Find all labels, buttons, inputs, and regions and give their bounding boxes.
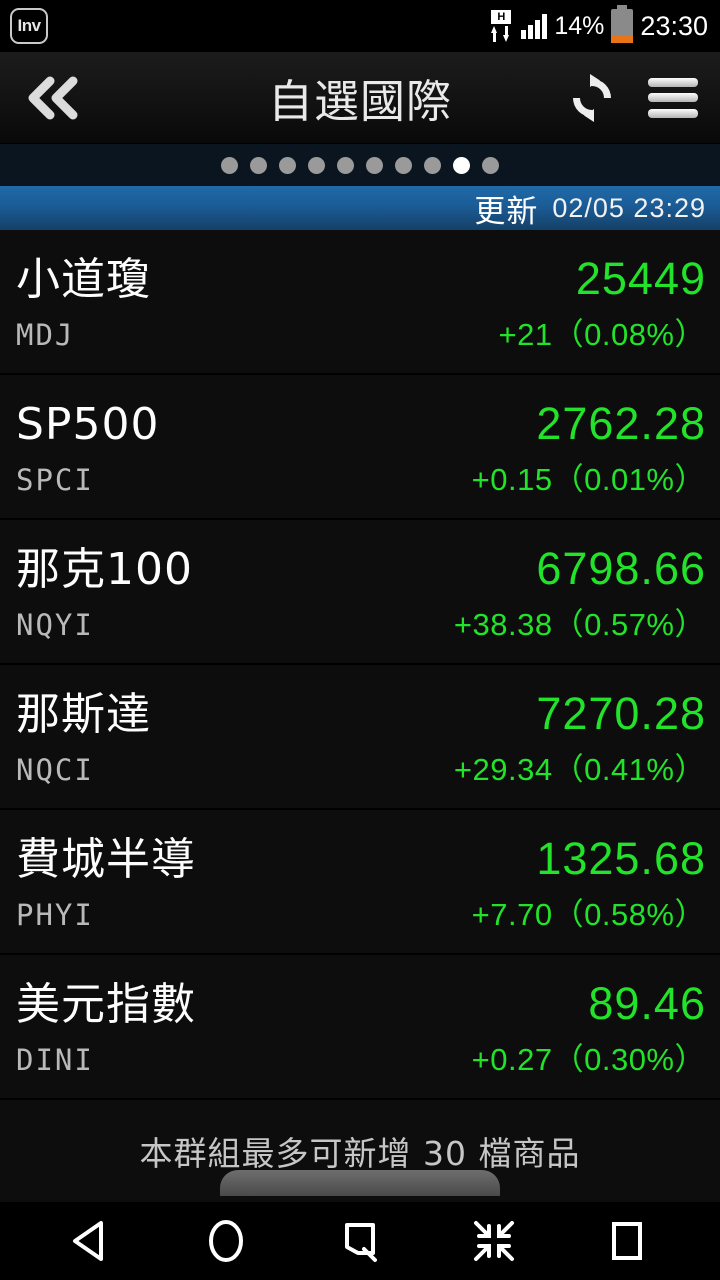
inv-app-icon: Inv [10, 8, 48, 44]
quote-list: 小道瓊 25449 MDJ +21（0.08%） SP500 2762.28 SPCI +0.… [0, 230, 720, 1100]
page-dot[interactable] [250, 156, 267, 174]
page-dot[interactable] [424, 156, 441, 174]
add-item-button[interactable] [220, 1170, 500, 1196]
quote-price: 6798.66 [536, 542, 706, 594]
status-bar-right: H 14% 23:30 [488, 5, 708, 43]
page-dot[interactable] [366, 156, 383, 174]
shrink-screen-nav-icon[interactable] [457, 1211, 531, 1271]
square-nav-icon[interactable] [590, 1211, 664, 1271]
list-footer: 本群組最多可新增 30 檔商品 [0, 1100, 720, 1202]
update-bar: 更新 02/05 23:29 [0, 186, 720, 230]
signal-bars-icon [521, 13, 548, 39]
page-dot[interactable] [337, 156, 354, 174]
quote-symbol: SPCI [16, 463, 94, 498]
title-bar-actions [566, 72, 698, 124]
quote-row[interactable]: SP500 2762.28 SPCI +0.15（0.01%） [0, 375, 720, 520]
quote-row[interactable]: 小道瓊 25449 MDJ +21（0.08%） [0, 230, 720, 375]
quote-price: 1325.68 [536, 832, 706, 884]
quote-change: +29.34（0.41%） [453, 752, 706, 788]
page-dot[interactable] [308, 156, 325, 174]
quote-row[interactable]: 美元指數 89.46 DINI +0.27（0.30%） [0, 955, 720, 1100]
quote-change: +38.38（0.57%） [453, 607, 706, 643]
quote-price: 25449 [575, 252, 706, 304]
quote-price: 2762.28 [536, 397, 706, 449]
app-title-bar: 自選國際 [0, 52, 720, 144]
quote-price: 7270.28 [536, 687, 706, 739]
quote-price: 89.46 [588, 977, 706, 1029]
quote-change: +0.15（0.01%） [471, 462, 706, 498]
quote-row[interactable]: 那斯達 7270.28 NQCI +29.34（0.41%） [0, 665, 720, 810]
quote-name: SP500 [16, 398, 160, 450]
quote-name: 小道瓊 [16, 253, 151, 305]
status-bar: Inv H 14% 23:30 [0, 0, 720, 52]
status-clock: 23:30 [640, 10, 708, 41]
refresh-icon[interactable] [566, 72, 618, 124]
back-nav-icon[interactable] [56, 1211, 130, 1271]
quote-symbol: MDJ [16, 318, 75, 353]
quote-symbol: PHYI [16, 898, 94, 933]
page-dot[interactable] [453, 156, 470, 174]
quote-change: +21（0.08%） [498, 317, 706, 353]
quote-change: +0.27（0.30%） [471, 1042, 706, 1078]
back-button[interactable] [22, 67, 86, 129]
page-indicator[interactable] [0, 144, 720, 186]
recents-search-nav-icon[interactable] [323, 1211, 397, 1271]
android-nav-bar [0, 1202, 720, 1280]
quote-row[interactable]: 那克100 6798.66 NQYI +38.38（0.57%） [0, 520, 720, 665]
quote-name: 費城半導 [16, 833, 196, 885]
quote-change: +7.70（0.58%） [471, 897, 706, 933]
quote-name: 美元指數 [16, 978, 196, 1030]
quote-symbol: NQCI [16, 753, 94, 788]
update-label: 更新 [474, 193, 539, 230]
group-capacity-note: 本群組最多可新增 30 檔商品 [139, 1134, 581, 1173]
quote-name: 那斯達 [16, 688, 151, 740]
page-dot[interactable] [395, 156, 412, 174]
quote-symbol: DINI [16, 1043, 94, 1078]
quote-symbol: NQYI [16, 608, 94, 643]
network-type-label: H [491, 10, 512, 24]
page-dot[interactable] [482, 156, 499, 174]
home-nav-icon[interactable] [189, 1211, 263, 1271]
quote-row[interactable]: 費城半導 1325.68 PHYI +7.70（0.58%） [0, 810, 720, 955]
battery-percent-label: 14% [554, 11, 605, 40]
page-dot[interactable] [221, 156, 238, 174]
hspa-data-icon: H [488, 10, 514, 42]
hamburger-menu-icon[interactable] [648, 77, 698, 118]
battery-icon [611, 5, 634, 43]
update-timestamp: 02/05 23:29 [552, 192, 706, 223]
quote-name: 那克100 [16, 543, 193, 595]
page-dot[interactable] [279, 156, 296, 174]
